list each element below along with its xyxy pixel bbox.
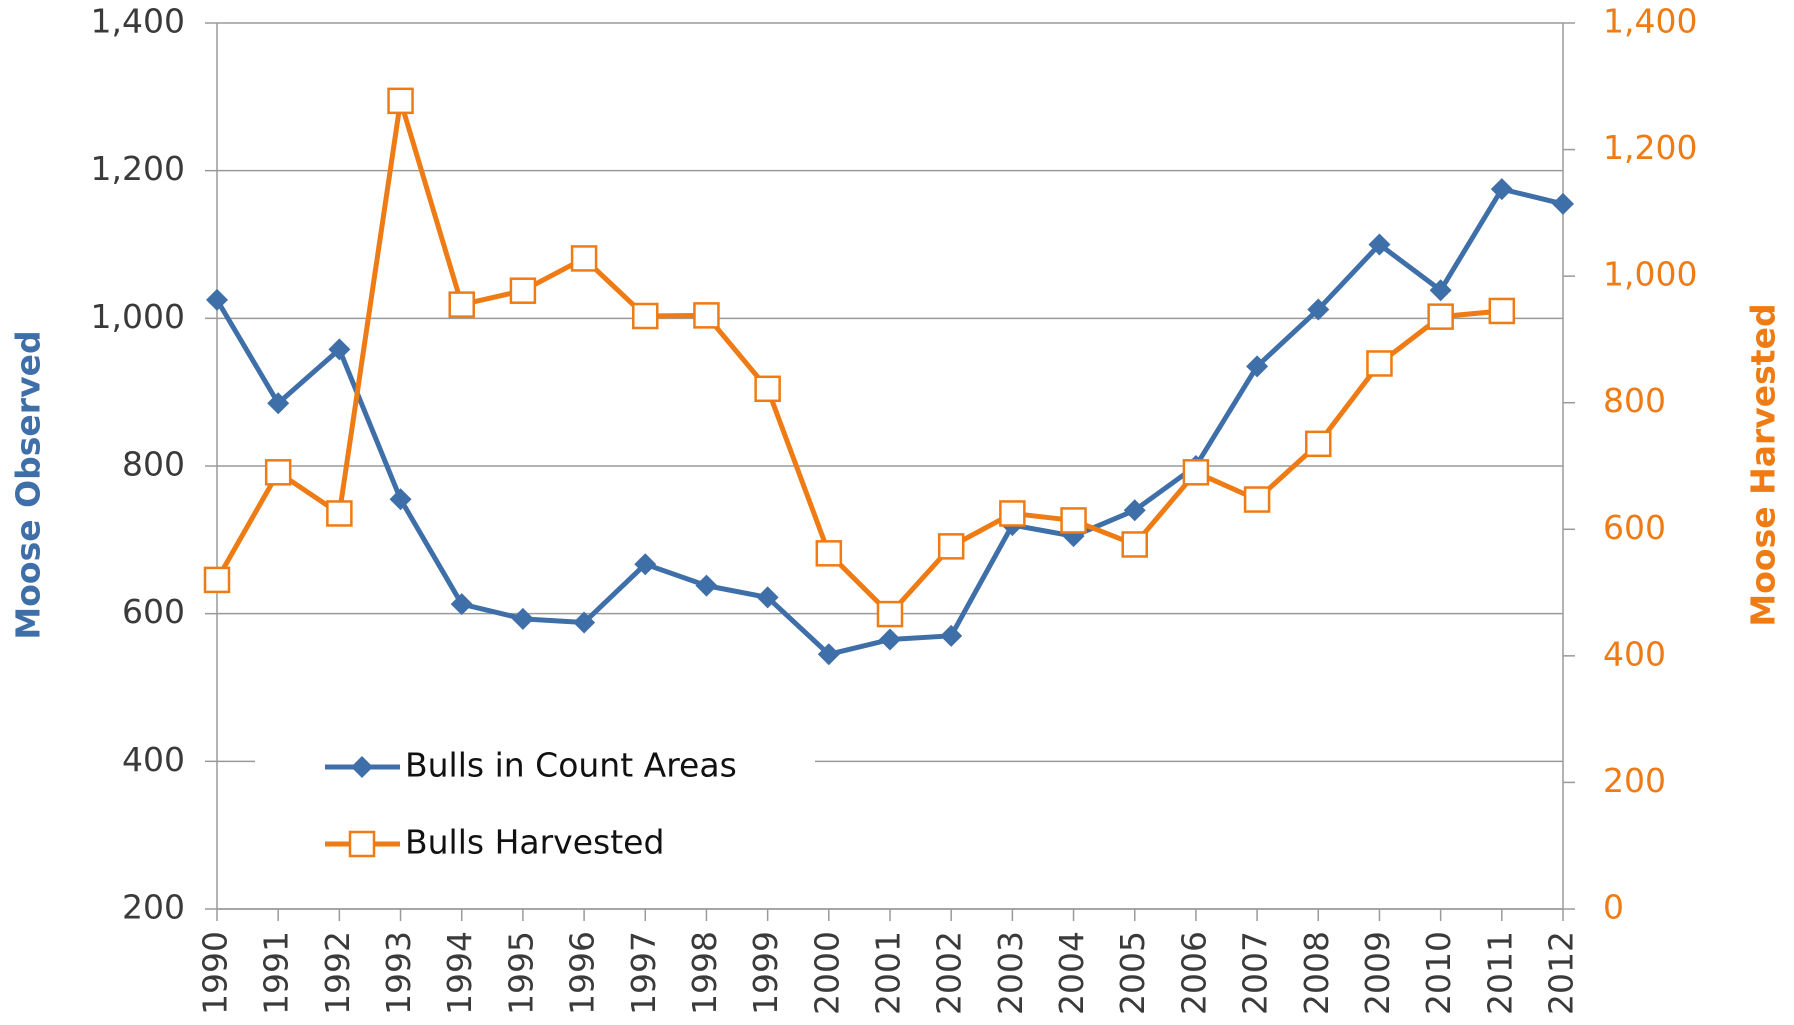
x-tick-label: 1999 xyxy=(746,931,785,1015)
data-point xyxy=(876,600,904,628)
y-axis-title: Moose Observed xyxy=(9,330,48,639)
data-point xyxy=(267,392,290,415)
x-tick-label: 2008 xyxy=(1297,931,1336,1015)
data-point xyxy=(1305,430,1332,458)
data-point xyxy=(509,277,537,304)
data-point xyxy=(326,500,353,527)
data-point xyxy=(1368,233,1391,256)
data-point xyxy=(1488,297,1516,325)
data-point xyxy=(387,87,414,115)
data-point xyxy=(754,375,781,403)
y-tick-label: 1,400 xyxy=(91,2,185,41)
y2-tick-label: 1,000 xyxy=(1603,255,1697,294)
data-point xyxy=(815,540,843,567)
data-point xyxy=(206,288,228,311)
data-point xyxy=(570,245,598,272)
data-point xyxy=(1121,531,1148,558)
y2-tick-label: 800 xyxy=(1603,381,1666,420)
data-point xyxy=(1123,499,1146,522)
y-tick-label: 200 xyxy=(122,888,185,927)
series-line xyxy=(214,98,1503,617)
x-tick-label: 2010 xyxy=(1419,931,1458,1015)
data-point xyxy=(511,607,534,630)
data-point xyxy=(450,593,473,616)
data-point xyxy=(1366,350,1393,377)
x-tick-label: 1990 xyxy=(196,931,235,1015)
data-point xyxy=(999,500,1026,527)
data-point xyxy=(264,459,292,486)
data-point xyxy=(1243,486,1271,513)
data-point xyxy=(1307,298,1330,321)
legend-box xyxy=(255,730,815,880)
x-tick-label: 2005 xyxy=(1113,931,1152,1015)
data-point xyxy=(937,533,965,560)
data-point xyxy=(879,628,901,651)
x-tick-label: 2003 xyxy=(991,931,1030,1015)
x-tick-label: 1993 xyxy=(379,931,418,1015)
y2-axis-title: Moose Harvested xyxy=(1744,303,1783,626)
data-point xyxy=(1552,192,1574,215)
y-tick-label: 1,200 xyxy=(91,149,185,188)
data-point xyxy=(1246,355,1269,378)
data-point xyxy=(448,291,475,318)
data-point xyxy=(1427,303,1454,330)
data-point xyxy=(695,574,718,597)
data-point xyxy=(693,302,720,329)
x-tick-label: 2006 xyxy=(1174,931,1213,1015)
data-point xyxy=(817,643,840,666)
y-tick-label: 800 xyxy=(122,445,185,484)
legend-label: Bulls in Count Areas xyxy=(405,746,737,785)
legend-marker xyxy=(348,830,376,858)
x-tick-label: 2000 xyxy=(807,931,846,1015)
x-tick-label: 2012 xyxy=(1542,931,1581,1015)
x-tick-label: 2002 xyxy=(930,931,969,1015)
x-tick-label: 1995 xyxy=(501,931,540,1015)
x-tick-label: 2011 xyxy=(1480,931,1519,1015)
data-point xyxy=(573,611,596,634)
y2-tick-label: 1,400 xyxy=(1603,2,1697,41)
data-point xyxy=(940,624,963,647)
y-tick-label: 600 xyxy=(122,592,185,631)
x-tick-label: 1998 xyxy=(685,931,724,1015)
x-tick-label: 1997 xyxy=(624,931,663,1015)
data-point xyxy=(632,302,659,330)
x-tick-label: 2007 xyxy=(1236,931,1275,1015)
y-tick-label: 400 xyxy=(122,740,185,779)
data-point xyxy=(1429,279,1452,302)
y2-tick-label: 600 xyxy=(1603,508,1666,547)
data-point xyxy=(203,566,231,594)
x-tick-label: 1994 xyxy=(440,931,479,1015)
x-tick-label: 1992 xyxy=(318,931,357,1015)
y2-tick-label: 1,200 xyxy=(1603,128,1697,167)
legend-marker xyxy=(351,756,373,778)
x-tick-label: 1991 xyxy=(257,931,296,1015)
series-line xyxy=(214,186,1564,657)
data-point xyxy=(1182,459,1210,486)
legend-label: Bulls Harvested xyxy=(405,823,664,862)
data-point xyxy=(756,586,779,609)
y-tick-label: 1,000 xyxy=(91,297,185,336)
y2-tick-label: 400 xyxy=(1603,634,1666,673)
data-point xyxy=(1490,178,1513,201)
y2-tick-label: 200 xyxy=(1603,761,1666,800)
x-tick-label: 2001 xyxy=(869,931,908,1015)
x-tick-label: 2009 xyxy=(1358,931,1397,1015)
data-point xyxy=(328,338,351,361)
data-point xyxy=(634,553,657,576)
x-tick-label: 1996 xyxy=(563,931,602,1015)
x-tick-label: 2004 xyxy=(1052,931,1091,1015)
data-point xyxy=(389,488,412,511)
y2-tick-label: 0 xyxy=(1603,888,1624,927)
data-point xyxy=(1060,507,1087,534)
